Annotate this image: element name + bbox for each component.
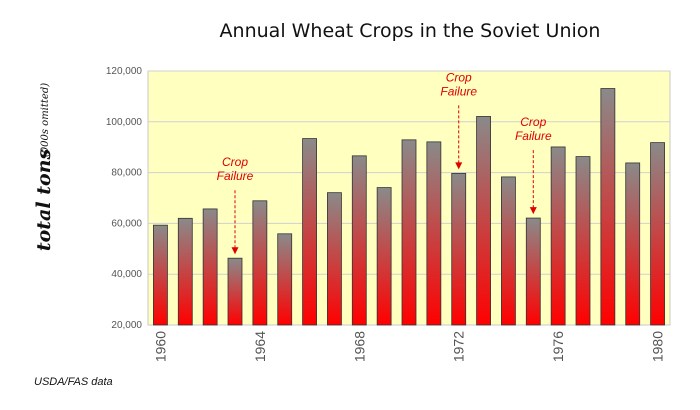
bar <box>426 141 442 326</box>
x-tick-label: 1980 <box>650 331 666 362</box>
annotation-text: Crop <box>446 70 472 84</box>
y-axis-label: total tons <box>33 149 55 252</box>
x-tick-label: 1968 <box>351 331 367 362</box>
annotation-arrowhead <box>529 207 537 215</box>
bar <box>501 176 516 326</box>
annotation-arrowhead <box>231 247 239 255</box>
y-tick-label: 100,000 <box>106 117 143 128</box>
y-axis: 20,000 40,000 60,000 80,000 100,000 120,000 <box>106 66 143 331</box>
bar <box>451 172 467 326</box>
bar <box>600 88 616 326</box>
source-note: USDA/FAS data <box>34 376 113 388</box>
bar <box>327 192 342 326</box>
bar <box>302 138 317 326</box>
annotation-text: Failure <box>217 169 254 183</box>
annotation-text: Failure <box>515 129 552 143</box>
y-tick-label: 60,000 <box>111 218 142 229</box>
annotation-text: Crop <box>520 115 546 129</box>
y-tick-label: 40,000 <box>111 269 142 280</box>
bar <box>277 233 293 326</box>
bars <box>153 88 665 326</box>
y-tick-label: 80,000 <box>111 168 142 179</box>
bar <box>252 200 268 326</box>
y-tick-label: 120,000 <box>106 66 143 77</box>
bar <box>650 142 665 326</box>
annotation-text: Failure <box>440 84 477 98</box>
bar <box>376 187 392 326</box>
bar <box>625 162 641 326</box>
x-tick-label: 1976 <box>550 331 566 362</box>
bar <box>227 257 243 326</box>
bar <box>575 156 591 326</box>
bar <box>550 146 566 326</box>
annotation-text: Crop <box>222 155 248 169</box>
bar <box>476 116 491 326</box>
chart-title: Annual Wheat Crops in the Soviet Union <box>220 20 601 42</box>
bar <box>202 208 218 326</box>
x-tick-label: 1960 <box>152 331 168 362</box>
bar <box>153 224 168 326</box>
bar <box>525 217 541 326</box>
x-axis: 1960 1964 1968 1972 1976 1980 <box>152 331 665 362</box>
bar <box>351 155 367 326</box>
y-tick-label: 20,000 <box>111 320 142 331</box>
x-tick-label: 1972 <box>451 331 467 362</box>
bar <box>177 217 193 326</box>
x-tick-label: 1964 <box>252 331 268 362</box>
y-axis-unit: (000s omitted) <box>40 83 51 157</box>
annotation-arrowhead <box>455 162 463 170</box>
bar <box>401 139 417 326</box>
